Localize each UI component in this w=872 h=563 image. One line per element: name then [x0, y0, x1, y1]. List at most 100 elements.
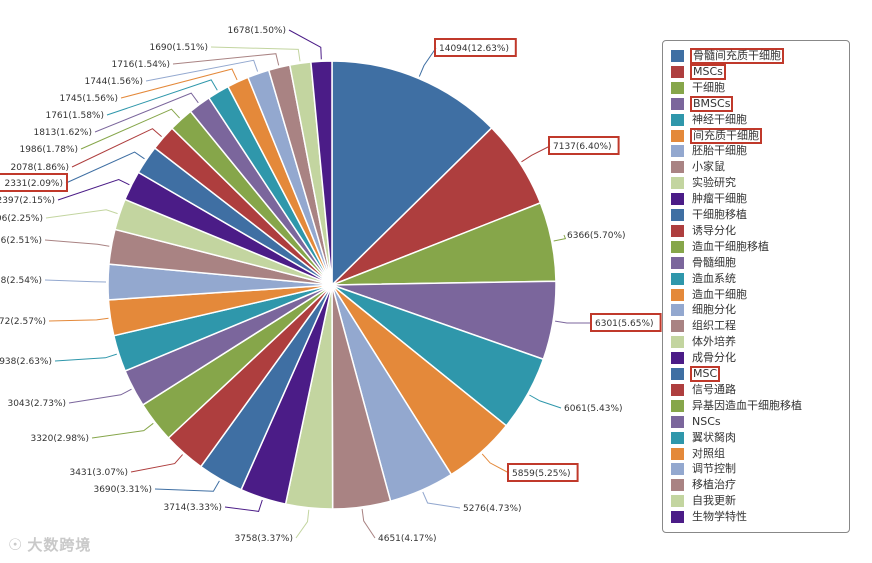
legend-item[interactable]: BMSCs: [671, 95, 734, 112]
leader-line: [44, 239, 110, 247]
legend-item[interactable]: 生物学特性: [671, 509, 749, 525]
legend-item[interactable]: 组织工程: [671, 318, 738, 334]
legend-item[interactable]: 胚胎干细胞: [671, 143, 749, 159]
legend-item[interactable]: 体外培养: [671, 334, 738, 350]
legend-item[interactable]: 实验研究: [671, 175, 738, 191]
data-label: 7137(6.40%): [553, 142, 612, 152]
legend-item[interactable]: NSCs: [671, 414, 723, 430]
legend-item[interactable]: MSCs: [671, 63, 726, 80]
data-label: 2506(2.25%): [0, 214, 43, 224]
leader-lines: [44, 29, 592, 539]
legend-item[interactable]: 移植治疗: [671, 477, 738, 493]
legend-swatch: [671, 97, 684, 110]
legend-item[interactable]: 翼状胬肉: [671, 430, 738, 446]
legend-item[interactable]: 对照组: [671, 446, 727, 462]
legend-item[interactable]: 自我更新: [671, 493, 738, 509]
data-label: 3431(3.07%): [69, 468, 128, 478]
legend-label: 细胞分化: [692, 303, 736, 317]
legend-item[interactable]: 肿瘤干细胞: [671, 191, 749, 207]
legend-label: MSCs: [690, 63, 726, 80]
leader-line: [130, 454, 183, 473]
legend-item[interactable]: 骨髓间充质干细胞: [671, 48, 784, 64]
legend-label: 干细胞移植: [692, 208, 747, 221]
legend-swatch: [671, 368, 684, 380]
legend-item[interactable]: 信号通路: [671, 382, 738, 398]
highlight-box: [0, 173, 68, 192]
data-label: 1745(1.56%): [59, 94, 118, 104]
data-label: 5276(4.73%): [463, 504, 522, 514]
pie-slices: [107, 60, 557, 510]
legend-item[interactable]: 神经干细胞: [671, 112, 749, 128]
pie-slice[interactable]: [310, 60, 333, 286]
legend-swatch: [671, 209, 684, 221]
data-label: 1813(1.62%): [33, 128, 92, 138]
legend-item[interactable]: 异基因造血干细胞移植: [671, 398, 804, 414]
leader-line: [68, 388, 132, 404]
leader-line: [45, 209, 118, 219]
leader-line: [555, 320, 592, 324]
pie-slice[interactable]: [331, 60, 493, 287]
legend-item[interactable]: 骨髓细胞: [671, 255, 738, 271]
data-label: 3320(2.98%): [30, 434, 89, 444]
data-label: 5859(5.25%): [512, 469, 571, 479]
data-label: 3714(3.33%): [163, 503, 222, 513]
leader-line: [418, 47, 437, 77]
leader-line: [57, 178, 130, 201]
legend-label: 自我更新: [692, 494, 736, 508]
legend-label: 成骨分化: [692, 351, 736, 365]
legend-item[interactable]: 诱导分化: [671, 223, 738, 239]
leader-line: [54, 353, 117, 362]
legend-item[interactable]: 细胞分化: [671, 302, 738, 318]
leader-line: [172, 53, 280, 66]
legend-label: 干细胞: [692, 80, 725, 94]
leader-line: [91, 422, 154, 439]
legend-label: 神经干细胞: [692, 112, 747, 126]
data-label: 2838(2.54%): [0, 276, 42, 286]
data-label: 2078(1.86%): [10, 163, 69, 173]
legend-label: 造血系统: [692, 271, 736, 285]
legend-item[interactable]: 调节控制: [671, 461, 738, 477]
legend-label: 异基因造血干细胞移植: [692, 398, 802, 412]
leader-line: [80, 108, 180, 150]
legend-swatch: [671, 431, 684, 444]
legend-label: 骨髓间充质干细胞: [690, 48, 784, 64]
leader-line: [422, 491, 461, 509]
legend-swatch: [671, 193, 684, 206]
leader-line: [210, 46, 301, 62]
legend-swatch: [671, 495, 684, 508]
legend-label: 造血干细胞: [692, 287, 747, 301]
leader-line: [145, 59, 259, 82]
legend-label: 调节控制: [692, 462, 736, 476]
legend-swatch: [671, 256, 684, 269]
data-label: 2796(2.51%): [0, 236, 42, 246]
highlight-box: [548, 136, 620, 155]
legend-swatch: [671, 463, 684, 476]
legend-item[interactable]: 造血干细胞: [671, 287, 749, 303]
data-label: 14094(12.63%): [439, 44, 509, 54]
legend-swatch: [671, 415, 684, 428]
data-label: 1761(1.58%): [45, 111, 104, 121]
legend-item[interactable]: 间充质干细胞: [671, 127, 762, 144]
legend-item[interactable]: MSC: [671, 366, 721, 382]
legend-item[interactable]: 成骨分化: [671, 350, 738, 366]
data-label: 1986(1.78%): [19, 145, 78, 155]
legend-label: 信号通路: [692, 382, 736, 396]
legend-swatch: [671, 65, 684, 78]
legend-swatch: [671, 447, 684, 460]
data-label: 2938(2.63%): [0, 357, 52, 367]
leader-line: [71, 128, 162, 168]
legend-item[interactable]: 小家鼠: [671, 159, 727, 175]
legend-item[interactable]: 造血干细胞移植: [671, 239, 771, 255]
legend-swatch: [671, 177, 684, 190]
leader-line: [48, 317, 109, 322]
data-labels: 14094(12.63%) 7137(6.40%) 6366(5.70%) 6301(…: [0, 26, 662, 544]
legend-item[interactable]: 造血系统: [671, 271, 738, 287]
data-label: 1678(1.50%): [227, 26, 286, 36]
legend-swatch: [671, 240, 684, 253]
legend-swatch: [671, 81, 684, 94]
legend-item[interactable]: 干细胞: [671, 80, 727, 96]
leader-line: [553, 234, 567, 242]
legend-item[interactable]: 干细胞移植: [671, 207, 749, 223]
data-label: 3758(3.37%): [234, 534, 293, 544]
leader-line: [106, 79, 218, 116]
